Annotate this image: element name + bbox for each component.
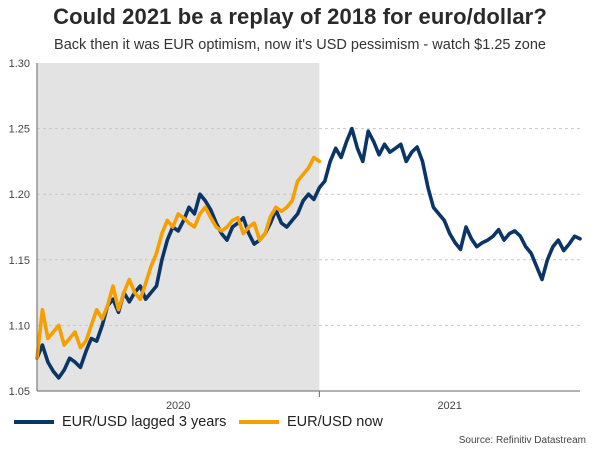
x-tick-label: 2021 xyxy=(437,400,461,410)
series-line-now xyxy=(35,155,322,361)
y-tick-label: 1.10 xyxy=(9,320,30,332)
chart-canvas: 1.05 1.10 1.15 1.20 1.25 1.30 2020 2021 xyxy=(9,58,582,410)
y-tick-label: 1.05 xyxy=(9,386,30,398)
y-tick-label: 1.25 xyxy=(9,124,30,136)
legend-item-lagged: EUR/USD lagged 3 years xyxy=(14,414,226,430)
legend-swatch-now xyxy=(239,420,279,424)
source-note: Source: Refinitiv Datastream xyxy=(458,435,586,446)
x-tick-label: 2020 xyxy=(166,400,190,410)
chart-title: Could 2021 be a replay of 2018 for euro/… xyxy=(53,4,547,29)
legend-item-now: EUR/USD now xyxy=(239,414,383,430)
shaded-period xyxy=(37,63,320,391)
series-line-lagged xyxy=(35,126,582,380)
y-tick-label: 1.30 xyxy=(9,58,30,70)
legend-label-lagged: EUR/USD lagged 3 years xyxy=(62,414,227,430)
legend-label-now: EUR/USD now xyxy=(287,414,383,430)
y-tick-label: 1.20 xyxy=(9,189,30,201)
chart-subtitle: Back then it was EUR optimism, now it's … xyxy=(54,37,546,53)
legend-swatch-lagged xyxy=(14,420,54,424)
y-tick-label: 1.15 xyxy=(9,255,30,267)
